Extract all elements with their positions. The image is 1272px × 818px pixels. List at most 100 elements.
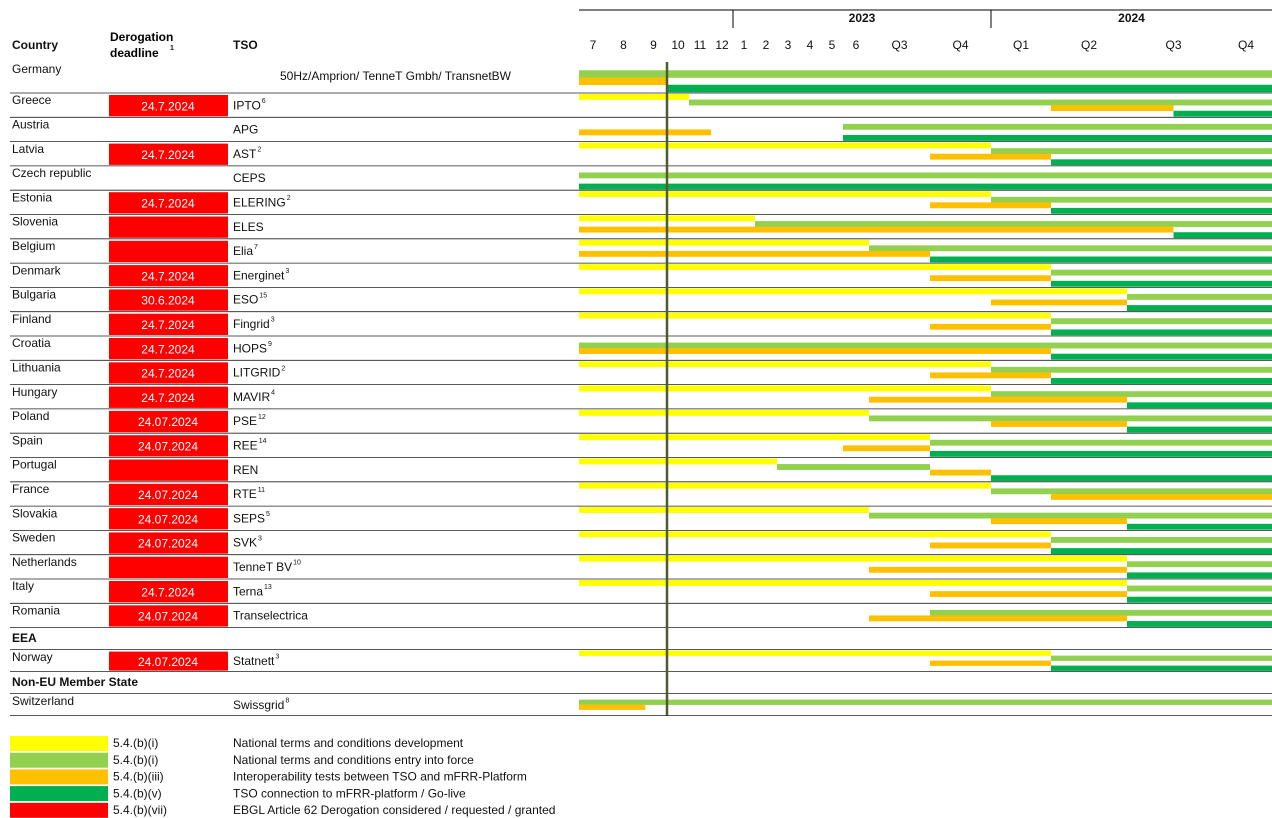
- legend-swatch: [10, 752, 108, 768]
- tso-note: 5: [266, 511, 270, 518]
- legend-swatch: [10, 769, 108, 785]
- timeline-bar: [991, 196, 1272, 203]
- tso: PSE: [233, 414, 257, 428]
- header-tso: TSO: [233, 38, 258, 52]
- timeline-bar: [869, 512, 1272, 519]
- header-deadline-note: 1: [170, 45, 174, 52]
- derogation-cell: [109, 410, 228, 433]
- tso-note: 7: [254, 244, 258, 251]
- timeline-bar: [667, 84, 1272, 93]
- country: Switzerland: [12, 694, 74, 708]
- tso-note: 3: [275, 653, 279, 660]
- timeline-bar: [1051, 536, 1272, 543]
- tso-note: 6: [262, 98, 266, 105]
- tso: SVK: [233, 536, 257, 550]
- derogation-cell: [109, 362, 228, 384]
- timeline-bar: [579, 312, 1051, 319]
- country: Austria: [12, 117, 50, 131]
- derogation-cell: [109, 216, 228, 238]
- header-country: Country: [12, 38, 58, 52]
- timeline-bar: [930, 660, 1051, 666]
- country: Lithuania: [12, 360, 61, 374]
- tso: HOPS: [233, 341, 267, 355]
- timeline-bar: [869, 615, 1127, 622]
- tso: SEPS: [233, 511, 265, 525]
- timeline-bar: [1051, 280, 1272, 287]
- tso: Transelectrica: [233, 609, 308, 623]
- country: Finland: [12, 312, 51, 326]
- derogation-cell: [109, 143, 228, 165]
- timeline-bar: [991, 488, 1272, 495]
- timeline-bar: [579, 142, 991, 149]
- timeline-bar: [579, 507, 869, 513]
- timeline-bar: [579, 288, 1127, 295]
- timeline-bar: [1051, 493, 1272, 500]
- country: Hungary: [12, 385, 57, 399]
- tso-note: 10: [293, 560, 301, 567]
- period-label: Q3: [891, 38, 907, 52]
- period-label: 1: [741, 38, 748, 52]
- country: Portugal: [12, 458, 57, 472]
- tso: IPTO: [233, 98, 261, 112]
- timeline-bar: [930, 609, 1272, 616]
- timeline-bar: [1051, 378, 1272, 384]
- timeline-bar: [991, 366, 1272, 373]
- country: Belgium: [12, 239, 55, 253]
- timeline-bar: [991, 475, 1272, 482]
- timeline-bar: [930, 439, 1272, 446]
- timeline-bar: [869, 566, 1127, 573]
- timeline-bar: [579, 409, 869, 416]
- timeline-bar: [1127, 293, 1272, 300]
- section-label: Non-EU Member State: [12, 675, 138, 689]
- timeline-bar: [1127, 621, 1272, 627]
- period-label: Q2: [1081, 38, 1097, 52]
- deadline: 24.7.2024: [141, 342, 195, 356]
- section-label: EEA: [12, 631, 37, 645]
- country: Latvia: [12, 142, 44, 156]
- year-label: 2023: [849, 11, 876, 25]
- tso-note: 2: [257, 147, 261, 154]
- timeline-bar: [579, 94, 689, 100]
- timeline-bar: [991, 391, 1272, 398]
- timeline-bar: [930, 450, 1272, 457]
- country: Estonia: [12, 190, 52, 204]
- period-label: Q4: [952, 38, 968, 52]
- deadline: 24.7.2024: [141, 269, 195, 283]
- deadline: 24.7.2024: [141, 318, 195, 332]
- tso-note: 13: [264, 584, 272, 591]
- legend-code: 5.4.(b)(vii): [113, 803, 167, 817]
- tso-note: 15: [259, 292, 267, 299]
- tso-note: 12: [258, 414, 266, 421]
- tso: 50Hz/Amprion/ TenneT Gmbh/ TransnetBW: [280, 69, 512, 83]
- timeline-bar: [1051, 548, 1272, 554]
- timeline-bar: [930, 256, 1272, 263]
- timeline-bar: [991, 148, 1272, 155]
- deadline: 24.7.2024: [141, 367, 195, 381]
- country: Greece: [12, 93, 52, 107]
- timeline-bar: [1127, 572, 1272, 579]
- tso: TenneT BV: [233, 560, 292, 574]
- period-label: 7: [590, 38, 597, 52]
- timeline-bar: [579, 458, 777, 465]
- deadline: 24.07.2024: [138, 488, 198, 502]
- timeline-bar: [843, 135, 1272, 141]
- tso-note: 14: [259, 438, 267, 445]
- derogation-cell: [109, 265, 228, 287]
- legend-text: Interoperability tests between TSO and m…: [233, 770, 527, 784]
- timeline-bar: [579, 385, 991, 392]
- country: Czech republic: [12, 166, 91, 180]
- year-label: 2024: [1118, 11, 1145, 25]
- period-label: 9: [650, 38, 657, 52]
- timeline-bar: [1127, 585, 1272, 592]
- timeline-bar: [1127, 523, 1272, 530]
- legend-text: National terms and conditions entry into…: [233, 753, 474, 767]
- deadline: 24.7.2024: [141, 197, 195, 211]
- timeline-bar: [579, 580, 1127, 586]
- timeline-bar: [1051, 353, 1272, 360]
- timeline-bar: [930, 591, 1127, 598]
- timeline-bar: [991, 518, 1127, 525]
- tso-note: 11: [258, 487, 265, 494]
- derogation-cell: [109, 386, 228, 408]
- derogation-cell: [109, 240, 228, 263]
